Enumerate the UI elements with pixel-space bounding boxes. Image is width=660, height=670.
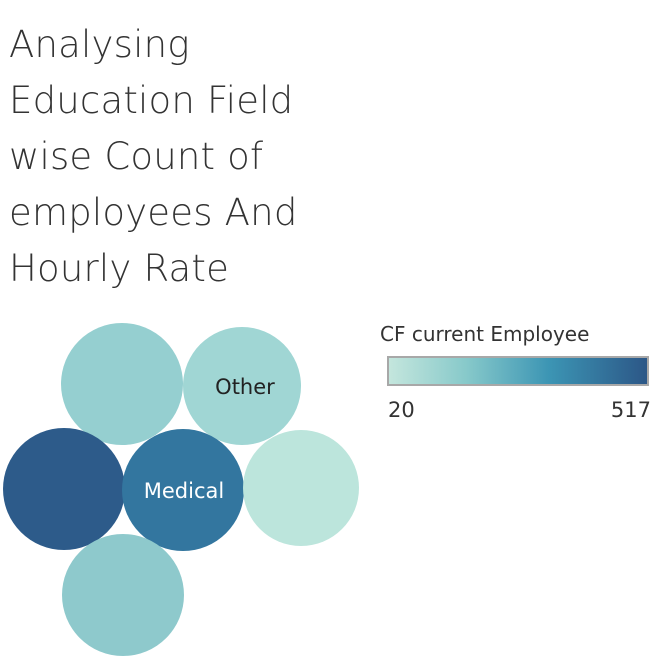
bubble-circle[interactable] <box>3 428 125 550</box>
bubble-circle[interactable] <box>183 327 301 445</box>
bubble-circle[interactable] <box>62 534 184 656</box>
bubble[interactable] <box>243 430 359 546</box>
bubble-label: Other <box>215 375 275 399</box>
title-line: Hourly Rate <box>9 247 230 290</box>
bubble[interactable] <box>62 534 184 656</box>
bubble-label: Medical <box>144 479 224 503</box>
title-line: wise Count of <box>9 135 264 178</box>
title-line: employees And <box>9 191 298 234</box>
bubble-chart: Other Medical <box>3 323 359 656</box>
bubble-circle[interactable] <box>61 323 183 445</box>
color-legend: CF current Employee 20 517 <box>380 322 655 422</box>
bubble-circle[interactable] <box>122 429 244 551</box>
bubble[interactable] <box>61 323 183 445</box>
legend-gradient-bar <box>387 356 649 386</box>
title-line: Education Field <box>9 79 294 122</box>
bubble[interactable]: Other <box>183 327 301 445</box>
bubble-circle[interactable] <box>243 430 359 546</box>
legend-min-label: 20 <box>388 398 415 422</box>
legend-title: CF current Employee <box>380 322 590 346</box>
bubble[interactable] <box>3 428 125 550</box>
legend-max-label: 517 <box>610 398 651 422</box>
bubble[interactable]: Medical <box>122 429 244 551</box>
title-line: Analysing <box>9 23 190 66</box>
chart-title: Analysing Education Field wise Count of … <box>9 17 329 297</box>
